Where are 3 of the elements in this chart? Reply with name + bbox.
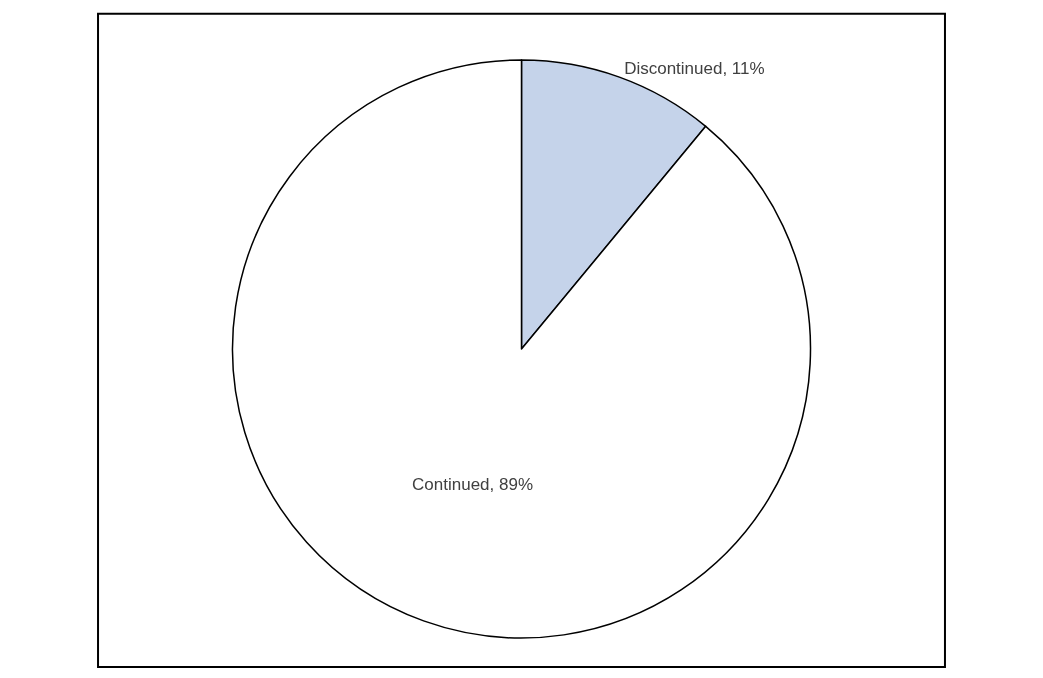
slice-label: Continued, 89% (412, 475, 534, 495)
slice-label: Discontinued, 11% (624, 59, 765, 79)
pie-slice (232, 59, 812, 639)
